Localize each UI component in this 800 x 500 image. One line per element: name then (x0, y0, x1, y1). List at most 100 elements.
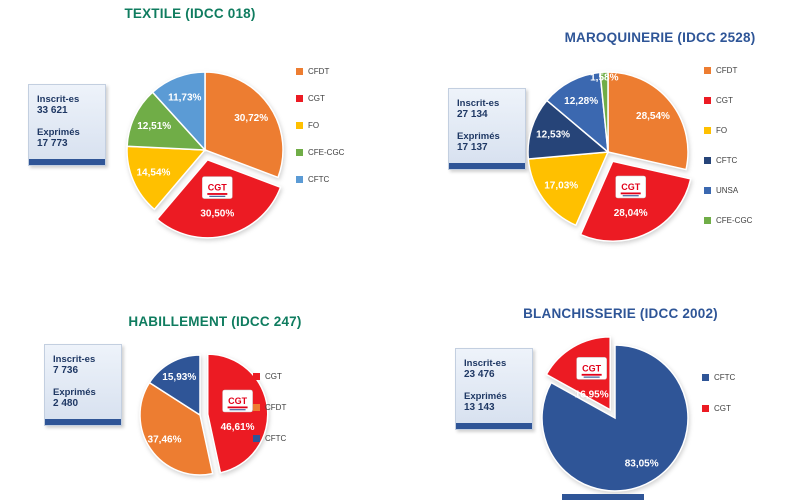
cgt-logo: CGT (202, 176, 233, 199)
legend-item-cfe-cgc: CFE-CGC (704, 216, 752, 225)
pie-label-cfdt: 30,72% (234, 113, 268, 124)
pie-slice-unsa (545, 71, 609, 154)
pie-label-cgt: 30,50% (200, 209, 234, 220)
legend-label: CFTC (714, 373, 736, 382)
pie-slice-cgt (579, 160, 692, 242)
legend-swatch (296, 95, 303, 102)
pie-label-cgt: 46,61% (221, 422, 255, 433)
legend-item-cgt: CGT (296, 94, 344, 103)
svg-text:CGT: CGT (621, 182, 641, 192)
pie-label-cftc: 11,73% (168, 93, 201, 104)
legend-item-fo: FO (296, 121, 344, 130)
legend-swatch (704, 67, 711, 74)
legend-swatch (296, 149, 303, 156)
pie-chart-maroquinerie: 28,54% CGT 28,04% 17,03% 12,53% 12,28% 1,58% (527, 71, 692, 242)
pie-slice-cftc (151, 71, 206, 152)
pie-slice-fo (126, 145, 207, 211)
exprimes-label: Exprimés (464, 391, 507, 402)
pie-label-fo: 17,03% (544, 181, 578, 192)
legend-label: UNSA (716, 186, 739, 195)
pie-slice-cfe-cgc (126, 91, 207, 151)
exprimes-value: 17 137 (457, 142, 488, 153)
legend-label: CGT (308, 94, 325, 103)
stats-box: Inscrit-es 33 621 Exprimés 17 773 (28, 84, 106, 166)
pie-chart-habillement: CGT 46,61% 37,46% 15,93% (139, 353, 269, 476)
exprimes-label: Exprimés (53, 387, 96, 398)
inscrits-label: Inscrit-es (457, 98, 500, 109)
pie-label-cfdt: 28,54% (636, 111, 670, 122)
chart-title-textile: TEXTILE (IDCC 018) (124, 6, 256, 21)
svg-text:CGT: CGT (582, 363, 602, 373)
legend-label: FO (716, 126, 728, 135)
exprimes-value: 13 143 (464, 402, 495, 413)
legend-swatch (704, 187, 711, 194)
legend-label: CGT (716, 96, 733, 105)
pie-slice-cgt (207, 353, 269, 474)
pie-slice-cfdt (139, 381, 214, 476)
legend-swatch (704, 217, 711, 224)
pie-slice-cftc (148, 354, 201, 417)
legend-maroquinerie: CFDT CGT FO CFTC UNSA CFE-CGC (704, 66, 752, 246)
legend-textile: CFDT CGT FO CFE-CGC CFTC (296, 67, 344, 202)
legend-item-cfe-cgc: CFE-CGC (296, 148, 344, 157)
legend-item-cftc: CFTC (704, 156, 752, 165)
pie-chart-textile: 30,72% CGT 30,50% 14,54% 12,51% 11,73% (126, 71, 284, 239)
legend-item-unsa: UNSA (704, 186, 752, 195)
pie-chart-blanchisserie: 83,05% CGT 16,95% (541, 336, 689, 492)
legend-item-fo: FO (704, 126, 752, 135)
legend-label: CGT (265, 372, 282, 381)
legend-label: CGT (714, 404, 731, 413)
legend-item-cftc: CFTC (296, 175, 344, 184)
legend-item-cfdt: CFDT (296, 67, 344, 76)
legend-label: CFTC (308, 175, 330, 184)
stats-box: Inscrit-es 27 134 Exprimés 17 137 (448, 88, 526, 170)
cgt-logo: CGT (222, 389, 253, 413)
legend-swatch (702, 405, 709, 412)
legend-swatch (704, 127, 711, 134)
pie-label-cftc: 83,05% (625, 458, 659, 469)
exprimes-value: 2 480 (53, 398, 79, 409)
pie-label-unsa: 12,28% (564, 96, 598, 107)
pie-label-cftc: 15,93% (162, 372, 196, 383)
legend-swatch (296, 176, 303, 183)
legend-label: CFTC (716, 156, 738, 165)
inscrits-label: Inscrit-es (464, 358, 507, 369)
legend-item-cfdt: CFDT (253, 403, 286, 412)
cgt-logo: CGT (615, 175, 646, 199)
exprimes-label: Exprimés (457, 131, 500, 142)
exprimes-value: 17 773 (37, 138, 68, 149)
legend-swatch (704, 157, 711, 164)
legend-swatch (702, 374, 709, 381)
legend-swatch (704, 97, 711, 104)
svg-text:CGT: CGT (208, 183, 228, 193)
inscrits-label: Inscrit-es (53, 354, 96, 365)
legend-swatch (296, 122, 303, 129)
legend-item-cfdt: CFDT (704, 66, 752, 75)
legend-swatch (253, 404, 260, 411)
legend-label: CFE-CGC (308, 148, 345, 157)
legend-swatch (296, 68, 303, 75)
chart-title-blanchisserie: BLANCHISSERIE (IDCC 2002) (523, 306, 718, 321)
legend-label: CFE-CGC (716, 216, 753, 225)
legend-habillement: CGT CFDT CFTC (253, 372, 286, 465)
inscrits-value: 27 134 (457, 109, 488, 120)
pie-label-fo: 14,54% (137, 167, 171, 178)
legend-label: CFTC (265, 434, 287, 443)
chart-title-habillement: HABILLEMENT (IDCC 247) (128, 314, 302, 329)
cgt-logo: CGT (576, 357, 607, 380)
legend-item-cgt: CGT (704, 96, 752, 105)
legend-label: CFDT (716, 66, 738, 75)
pie-label-cftc: 12,53% (536, 130, 570, 141)
legend-item-cgt: CGT (253, 372, 286, 381)
pie-label-cgt: 16,95% (575, 389, 609, 400)
svg-text:CGT: CGT (228, 396, 248, 406)
stats-box: Inscrit-es 7 736 Exprimés 2 480 (44, 344, 122, 426)
pie-label-cfdt: 37,46% (148, 435, 182, 446)
pie-slice-cftc (541, 344, 689, 492)
pie-slice-cfdt (204, 71, 284, 179)
legend-swatch (253, 373, 260, 380)
legend-item-cftc: CFTC (253, 434, 286, 443)
pie-slice-cftc (527, 99, 610, 160)
chart-title-maroquinerie: MAROQUINERIE (IDCC 2528) (564, 30, 756, 45)
inscrits-value: 23 476 (464, 369, 495, 380)
